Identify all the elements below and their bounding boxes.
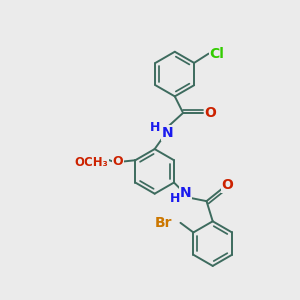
Text: O: O (222, 178, 233, 192)
Text: OCH₃: OCH₃ (75, 156, 108, 169)
Text: Cl: Cl (210, 46, 224, 61)
Text: N: N (162, 126, 173, 140)
Text: O: O (205, 106, 216, 120)
Text: H: H (150, 122, 160, 134)
Text: H: H (170, 193, 180, 206)
Text: methoxy: methoxy (90, 158, 97, 159)
Text: Br: Br (154, 216, 172, 230)
Text: O: O (112, 155, 123, 168)
Text: N: N (180, 186, 191, 200)
